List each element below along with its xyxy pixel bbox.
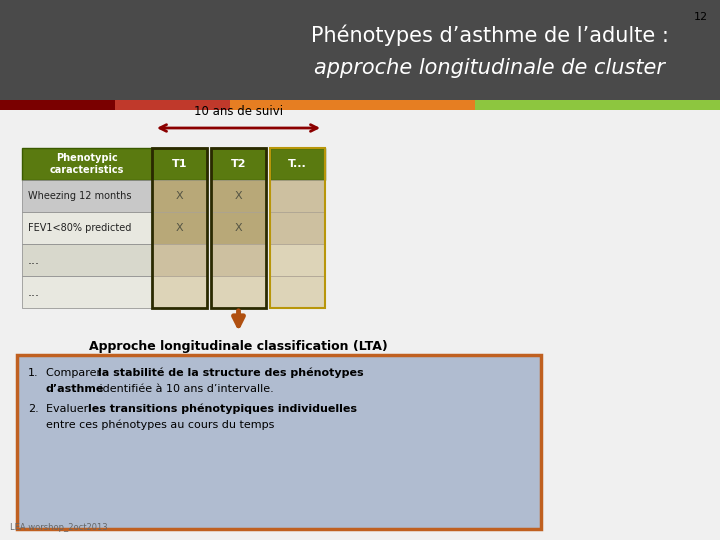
Bar [152,180,207,212]
Text: T1: T1 [172,159,187,169]
Bar [211,212,266,244]
Bar [152,148,207,180]
Bar [270,276,325,308]
Bar [115,100,230,110]
Text: Phenotypic
caracteristics: Phenotypic caracteristics [50,153,124,175]
Bar [270,148,325,180]
Text: entre ces phénotypes au cours du temps: entre ces phénotypes au cours du temps [46,420,274,430]
Text: 12: 12 [694,12,708,22]
Bar [22,244,152,276]
Text: la stabilité de la structure des phénotypes: la stabilité de la structure des phénoty… [98,368,364,379]
Bar [152,244,207,276]
Bar [211,276,266,308]
Bar [22,276,152,308]
Text: Comparer: Comparer [46,368,104,378]
Text: Approche longitudinale classification (LTA): Approche longitudinale classification (L… [89,340,388,353]
Text: X: X [176,191,184,201]
Text: T2: T2 [230,159,246,169]
Bar [270,180,325,212]
Text: 10 ans de suivi: 10 ans de suivi [194,105,283,118]
Bar [152,148,207,308]
Bar [270,212,325,244]
Bar [475,100,720,110]
Bar [211,244,266,276]
Text: LEA worshop_2oct2013: LEA worshop_2oct2013 [10,523,107,532]
Text: identifiée à 10 ans d’intervalle.: identifiée à 10 ans d’intervalle. [96,384,274,394]
Text: ...: ... [28,286,40,299]
Bar [22,212,152,244]
Text: 2.: 2. [28,404,39,414]
Text: d’asthme: d’asthme [46,384,104,394]
Text: Wheezing 12 months: Wheezing 12 months [28,191,132,201]
Text: Evaluer: Evaluer [46,404,91,414]
Text: les transitions phénotypiques individuelles: les transitions phénotypiques individuel… [88,404,357,415]
Bar [22,180,152,212]
Text: approche longitudinale de cluster: approche longitudinale de cluster [315,58,665,78]
Bar [22,148,152,180]
Bar [230,100,475,110]
Bar [0,100,115,110]
Text: Phénotypes d’asthme de l’adulte :: Phénotypes d’asthme de l’adulte : [311,24,669,46]
Text: X: X [235,223,243,233]
Bar [211,180,266,212]
Text: 1.: 1. [28,368,39,378]
Text: T...: T... [288,159,307,169]
Bar [270,244,325,276]
FancyBboxPatch shape [17,355,541,529]
Bar [152,212,207,244]
Bar [152,276,207,308]
Bar [211,148,266,308]
Text: X: X [176,223,184,233]
Bar [211,148,266,180]
Bar [270,148,325,308]
Text: FEV1<80% predicted: FEV1<80% predicted [28,223,131,233]
Text: ...: ... [28,253,40,267]
Bar [0,0,720,100]
Text: X: X [235,191,243,201]
